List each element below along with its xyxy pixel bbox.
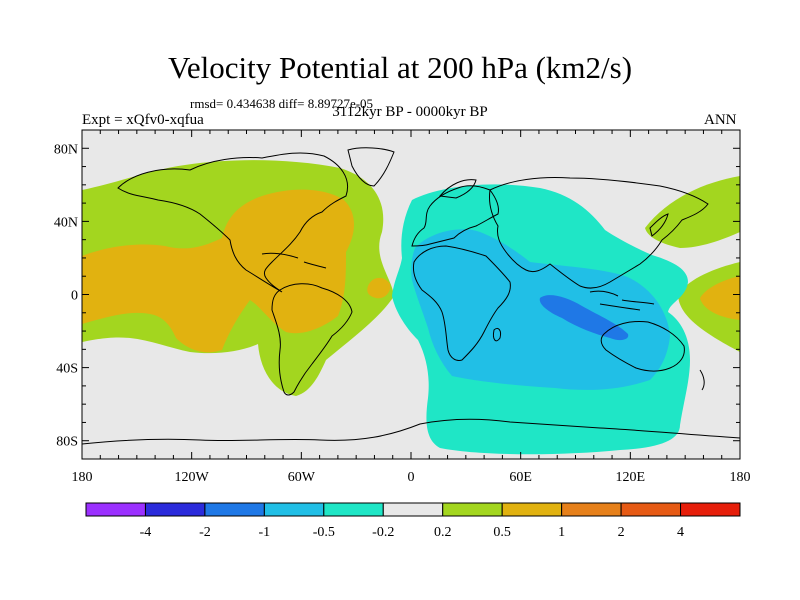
coast-asia <box>489 177 709 289</box>
coast-antarctica <box>82 418 740 445</box>
lat-label: 40N <box>54 215 78 230</box>
contour-positive-mid-east-2 <box>700 276 740 320</box>
colorbar-label: 4 <box>677 525 684 540</box>
colorbar-label: 1 <box>558 525 565 540</box>
contour-fields <box>82 160 740 455</box>
coastlines <box>82 147 740 445</box>
lon-label: 120E <box>616 470 646 485</box>
lon-label: 60W <box>288 470 316 485</box>
coast-japan <box>649 213 669 237</box>
colorbar-label: -2 <box>199 525 211 540</box>
lon-label: 60E <box>509 470 532 485</box>
lat-label: 0 <box>71 289 78 304</box>
colorbar-label: 0.2 <box>434 525 452 540</box>
colorbar-label: -0.2 <box>372 525 394 540</box>
colorbar: -4 -2 -1 -0.5 -0.2 0.2 0.5 1 2 4 <box>85 502 741 540</box>
season-label: ANN <box>704 112 737 128</box>
colorbar-swatch <box>144 502 206 517</box>
colorbar-swatch <box>442 502 503 517</box>
contour-positive-mid <box>82 189 354 353</box>
lat-label: 80S <box>56 435 78 450</box>
lon-label: 180 <box>72 470 93 485</box>
colorbar-label: 2 <box>618 525 625 540</box>
axis-ticks <box>81 130 741 459</box>
map-title: Velocity Potential at 200 hPa (km2/s) <box>167 50 633 85</box>
colorbar-swatch <box>620 502 682 517</box>
lon-label: 120W <box>175 470 210 485</box>
colorbar-swatch <box>382 502 444 517</box>
contour-positive-low-east <box>645 176 740 248</box>
coast-caribbean <box>261 252 327 269</box>
coast-africa <box>413 245 511 361</box>
colorbar-label: -1 <box>259 525 271 540</box>
coast-new-zealand <box>699 369 705 391</box>
coast-scandinavia <box>439 179 477 199</box>
lat-label: 80N <box>54 142 78 157</box>
lon-label: 180 <box>730 470 751 485</box>
coast-indonesia <box>589 290 655 311</box>
period-label: 3112kyr BP - 0000kyr BP <box>332 104 488 120</box>
colorbar-swatch <box>561 502 622 517</box>
colorbar-swatch <box>680 502 741 517</box>
colorbar-label: 0.5 <box>493 525 511 540</box>
colorbar-label: -0.5 <box>313 525 335 540</box>
colorbar-swatch <box>501 502 563 517</box>
axis-labels: 80N 40N 0 40S 80S 180 120W 60W 0 60E 120E 180 <box>54 142 751 485</box>
coast-madagascar <box>493 327 501 342</box>
colorbar-swatch <box>263 502 325 517</box>
colorbar-swatch <box>323 502 384 517</box>
coast-australia <box>600 321 685 372</box>
coast-north-america <box>117 152 348 293</box>
contour-positive-mid-east <box>367 277 391 299</box>
coast-greenland <box>347 147 395 187</box>
colorbar-label: -4 <box>140 525 152 540</box>
stats-line: rmsd= 0.434638 diff= 8.89727e-05 <box>190 96 374 111</box>
contour-negative-high <box>539 295 629 341</box>
colorbar-swatch <box>85 502 146 517</box>
experiment-label: Expt = xQfv0-xqfua <box>82 112 204 128</box>
coast-south-america <box>271 283 353 396</box>
lat-label: 40S <box>56 362 78 377</box>
coast-europe <box>411 185 499 247</box>
lon-label: 0 <box>408 470 415 485</box>
colorbar-swatch <box>204 502 265 517</box>
